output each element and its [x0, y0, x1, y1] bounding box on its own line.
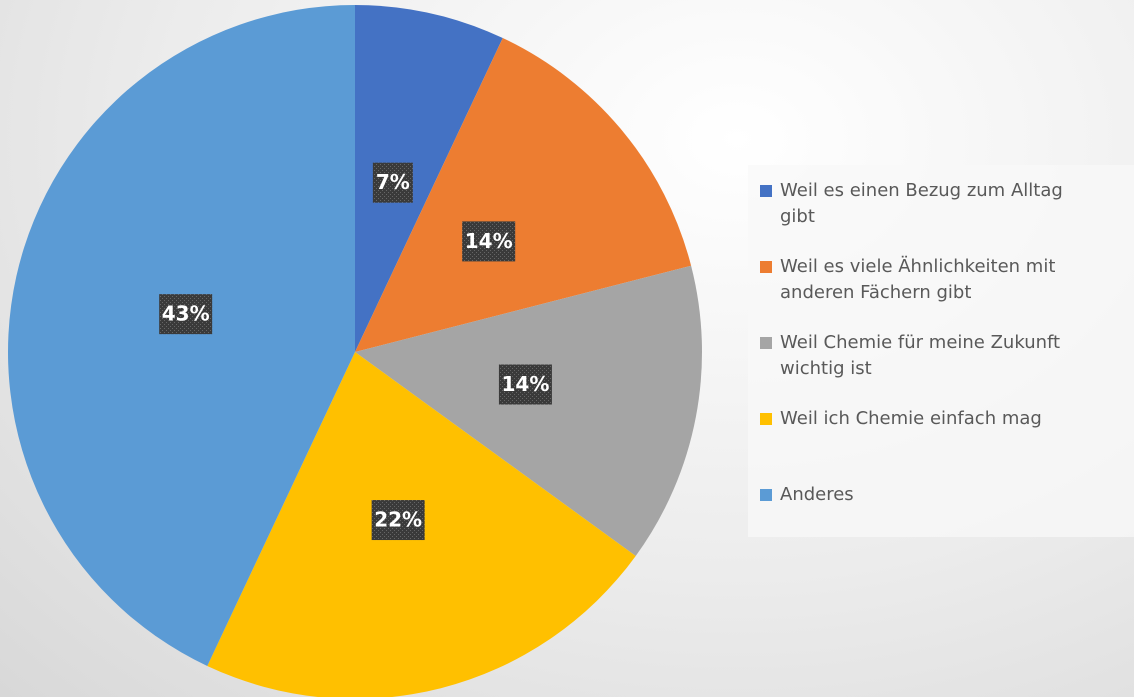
legend-label: Weil es einen Bezug zum Alltag gibt — [780, 180, 1063, 227]
data-label: 14% — [465, 229, 513, 253]
pie-slice — [355, 265, 702, 556]
legend-swatch — [760, 489, 772, 501]
legend-label: Weil Chemie für meine Zukunft wichtig is… — [780, 332, 1061, 379]
pie-slice — [7, 5, 356, 666]
legend-item: Weil Chemie für meine Zukunft wichtig is… — [760, 330, 1100, 382]
legend-swatch — [760, 185, 772, 197]
data-label-box — [372, 162, 413, 203]
chart: 7% 14% 14% 22% 43% — [7, 5, 702, 697]
data-label: 43% — [162, 302, 210, 326]
data-label-box — [498, 364, 552, 405]
legend-item: Weil es einen Bezug zum Alltag gibt — [760, 178, 1100, 230]
legend: Weil es einen Bezug zum Alltag gibt Weil … — [748, 165, 1134, 537]
data-label: 14% — [501, 372, 549, 396]
legend-swatch — [760, 337, 772, 349]
legend-item: Weil ich Chemie einfach mag — [760, 406, 1100, 432]
legend-item: Anderes — [760, 482, 1100, 508]
data-label-box — [462, 221, 516, 262]
data-label: 22% — [374, 508, 422, 532]
pie-slice — [355, 38, 692, 352]
data-label-box — [159, 294, 213, 335]
data-label: 7% — [376, 170, 410, 194]
pie-slice — [355, 5, 503, 352]
legend-label: Anderes — [780, 484, 854, 505]
legend-swatch — [760, 261, 772, 273]
legend-swatch — [760, 413, 772, 425]
legend-label: Weil es viele Ähnlichkeiten mit anderen … — [780, 256, 1056, 303]
legend-item: Weil es viele Ähnlichkeiten mit anderen … — [760, 254, 1100, 306]
legend-label: Weil ich Chemie einfach mag — [780, 408, 1042, 429]
data-label-box — [371, 500, 425, 541]
